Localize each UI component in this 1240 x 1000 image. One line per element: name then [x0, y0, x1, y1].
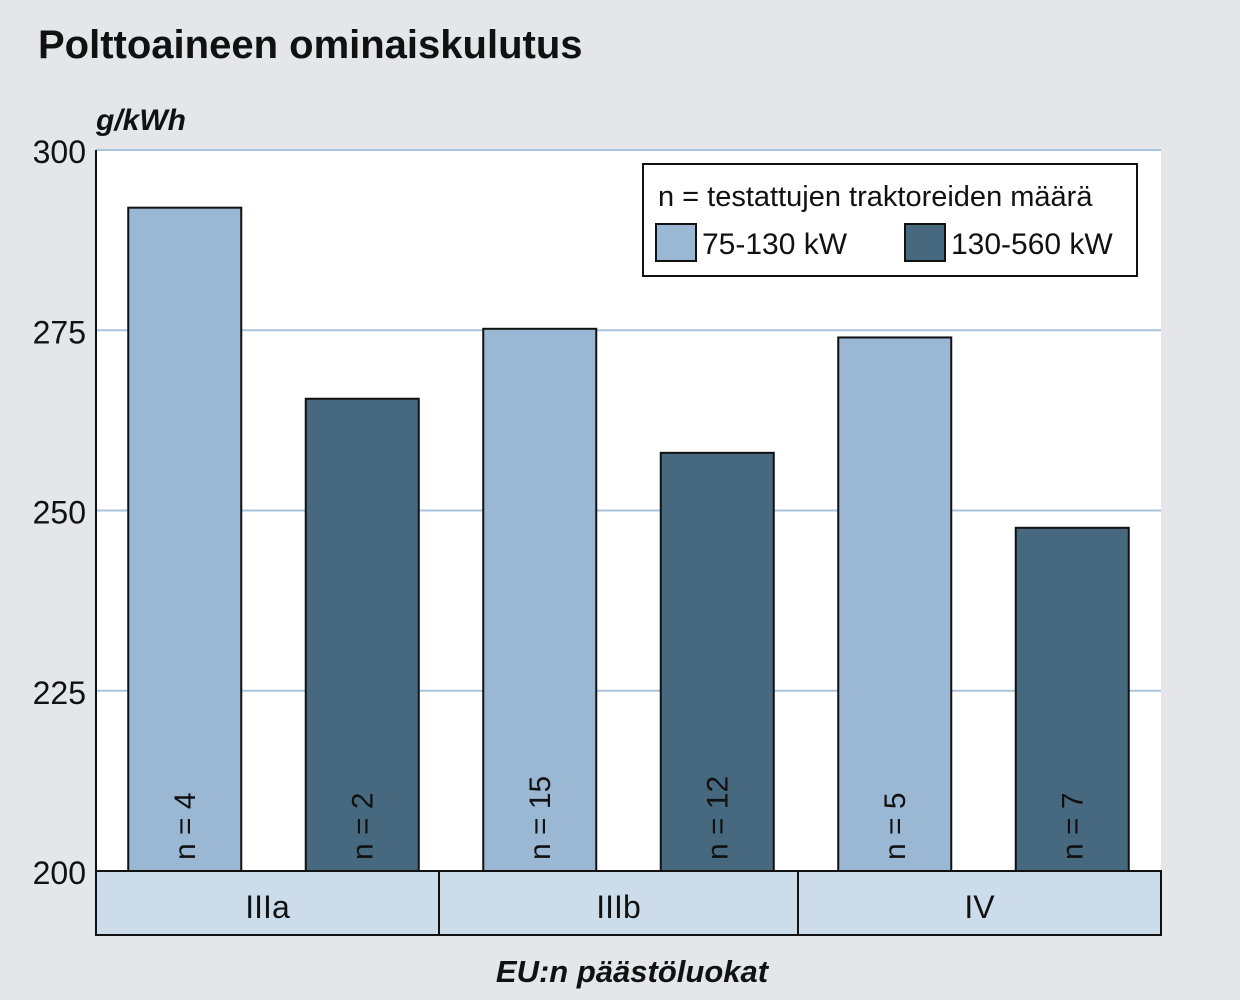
- sample-size-label: n = 5: [879, 792, 912, 860]
- bar-IV-75-130 kW: [837, 336, 953, 872]
- y-tick-label: 250: [33, 495, 86, 531]
- y-tick-label: 275: [33, 314, 86, 350]
- category-label: IV: [964, 889, 995, 925]
- legend-swatch-75-130: [655, 223, 697, 262]
- y-tick-label: 300: [33, 134, 86, 170]
- legend-swatch-130-560: [904, 223, 946, 262]
- bar-IV-130-560 kW: [1014, 526, 1130, 873]
- y-tick-label: 225: [33, 675, 86, 711]
- x-axis-label: EU:n päästöluokat: [496, 954, 770, 989]
- legend-label-130-560: 130-560 kW: [951, 228, 1113, 261]
- y-tick-label: 200: [33, 855, 86, 891]
- bar-IIIb-130-560 kW: [659, 451, 775, 872]
- sample-size-label: n = 4: [169, 792, 202, 860]
- legend-label-75-130: 75-130 kW: [702, 228, 848, 261]
- gridlines: [95, 149, 1161, 871]
- category-cell-IIIb: [438, 870, 799, 936]
- bars: [127, 206, 1130, 873]
- sample-size-label: n = 7: [1056, 792, 1089, 860]
- y-axis-unit-label: g/kWh: [95, 104, 186, 137]
- sample-size-label: n = 2: [346, 792, 379, 860]
- bar-IIIa-75-130 kW: [127, 206, 243, 872]
- bar-IIIb-75-130 kW: [482, 327, 598, 873]
- category-cell-IV: [797, 870, 1162, 936]
- chart-title: Polttoaineen ominaiskulutus: [38, 23, 583, 67]
- sample-size-label: n = 15: [524, 776, 557, 860]
- category-label: IIIa: [245, 889, 290, 925]
- legend-box: [642, 163, 1138, 277]
- y-axis-ticks: 200 225 250 275 300: [33, 134, 86, 891]
- category-axis: IIIa IIIb IV: [95, 870, 1162, 936]
- sample-size-labels: n = 4 n = 15 n = 5 n = 2 n = 12 n = 7: [169, 776, 1090, 860]
- category-cell-IIIa: [95, 870, 440, 936]
- legend-title: n = testattujen traktoreiden määrä: [658, 181, 1093, 213]
- category-label: IIIb: [596, 889, 640, 925]
- legend: n = testattujen traktoreiden määrä 75-13…: [642, 163, 1138, 277]
- bar-IIIa-130-560 kW: [304, 397, 420, 872]
- sample-size-label: n = 12: [701, 776, 734, 860]
